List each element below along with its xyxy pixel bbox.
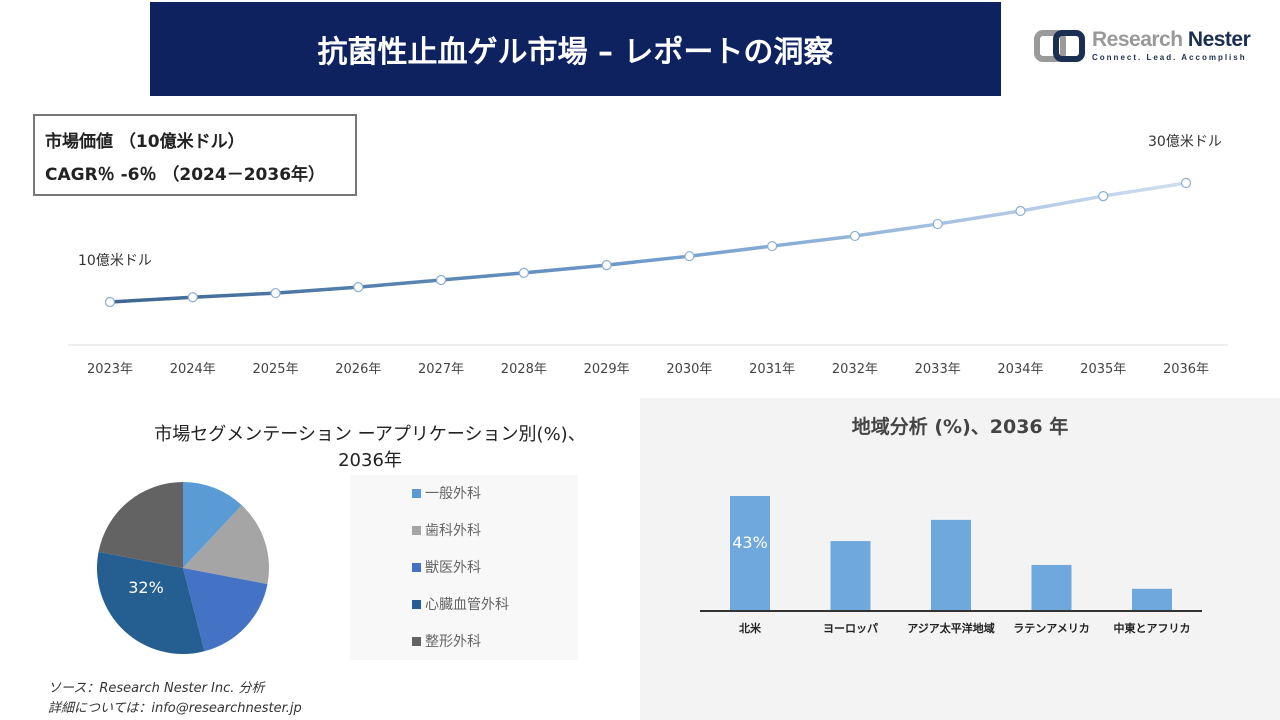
legend-label: 一般外科 [425, 486, 481, 502]
x-tick-label: 2031年 [749, 362, 796, 377]
market-info-box: 市場価値 （10億米ドル） CAGR％ -6％ （2024－2036年） [33, 114, 357, 196]
bar-category-label: アジア太平洋地域 [907, 622, 995, 635]
pie-chart: 32% [96, 482, 269, 654]
x-tick-label: 2034年 [997, 362, 1044, 377]
pie-legend: 一般外科歯科外科獣医外科心臓血管外科 整形外科 [350, 475, 578, 660]
legend-swatch [412, 636, 421, 646]
logo-icon [1034, 30, 1085, 62]
pie-slice [183, 568, 268, 652]
bar-category-label: 北米 [739, 622, 761, 635]
line-point [849, 230, 861, 242]
x-tick-label: 2023年 [86, 362, 134, 377]
line-point [435, 274, 447, 286]
contact-text: 詳細については：info@researchnester.jp [48, 701, 302, 716]
line-point [767, 240, 778, 252]
line-chart [68, 177, 1228, 346]
x-tick-label: 2029年 [583, 362, 630, 377]
x-tick-label: 2030年 [666, 362, 713, 377]
x-tick-label: 2025年 [252, 362, 299, 377]
line-point [187, 292, 198, 303]
x-tick-label: 2028年 [500, 362, 547, 377]
cagr-label: CAGR％ -6％ （2024－2036年） [45, 165, 326, 185]
bar [730, 496, 770, 610]
market-value-label: 市場価値 （10億米ドル） [45, 132, 245, 152]
legend-item: 獣医外科 [412, 557, 481, 577]
line-point [518, 267, 529, 278]
bar-category-label: ラテンアメリカ [1013, 622, 1090, 635]
bar [1132, 588, 1172, 610]
x-tick-label: 2032年 [831, 362, 878, 377]
start-annotation: 10億米ドル [78, 253, 152, 269]
line-point [601, 260, 612, 271]
legend-label: 歯科外科 [425, 523, 481, 539]
logo-tagline: Connect. Lead. Accomplish [1092, 53, 1247, 62]
pie-title: 市場セグメンテーション ーアプリケーション別(%)、 [154, 424, 586, 445]
source-text: ソース：Research Nester Inc. 分析 [48, 681, 265, 696]
pie-slice [183, 482, 242, 568]
pie-data-label: 32% [128, 578, 164, 597]
pie-slice [183, 505, 269, 585]
bar [931, 519, 971, 610]
bar [830, 541, 871, 610]
bar-title: 地域分析 (%)、2036 年 [851, 416, 1069, 438]
pie-subtitle: 2036年 [338, 450, 402, 471]
line-point [270, 287, 281, 299]
bar-category-label: ヨーロッパ [823, 622, 878, 635]
line-series [109, 181, 1187, 304]
logo: Research Nester Connect. Lead. Accomplis… [1034, 28, 1254, 68]
line-point [1180, 177, 1192, 189]
x-tick-label: 2024年 [169, 362, 216, 377]
logo-name-1: Research [1092, 28, 1183, 51]
legend-swatch [412, 525, 421, 535]
line-point [684, 251, 695, 262]
end-annotation: 30億米ドル [1148, 134, 1222, 150]
legend-item: 歯科外科 [412, 520, 481, 540]
x-tick-label: 2027年 [418, 362, 465, 377]
x-tick-label: 2035年 [1080, 362, 1127, 377]
pie-slice [96, 551, 205, 654]
legend-swatch [412, 562, 421, 572]
regional-panel: 地域分析 (%)、2036 年 43% 北米 ヨーロッパ アジア太平洋地域 ラテンアメ… [640, 398, 1280, 720]
line-point [104, 296, 116, 308]
page-title: 抗菌性止血ゲル市場 – レポートの洞察 [150, 2, 1001, 96]
legend-label: 整形外科 [425, 634, 481, 650]
legend-label: 心臓血管外科 [425, 597, 509, 613]
legend-swatch [412, 599, 421, 609]
x-tick-label: 2033年 [914, 362, 961, 377]
line-point [1015, 205, 1026, 217]
line-point [353, 282, 364, 293]
bar-data-label: 43% [732, 533, 768, 552]
x-tick-label: 2026年 [335, 362, 382, 377]
pie-slice [98, 482, 183, 568]
bar [1031, 564, 1072, 610]
line-point [932, 218, 943, 230]
bar-category-label: 中東とアフリカ [1113, 622, 1191, 635]
line-point [1098, 190, 1109, 202]
logo-name-2: Nester [1187, 28, 1251, 51]
legend-item: 整形外科 [412, 631, 481, 651]
legend-item: 心臓血管外科 [412, 594, 509, 614]
legend-item: 一般外科 [412, 483, 481, 503]
legend-swatch [412, 488, 421, 498]
legend-label: 獣医外科 [425, 560, 481, 576]
x-tick-label: 2036年 [1162, 362, 1210, 377]
